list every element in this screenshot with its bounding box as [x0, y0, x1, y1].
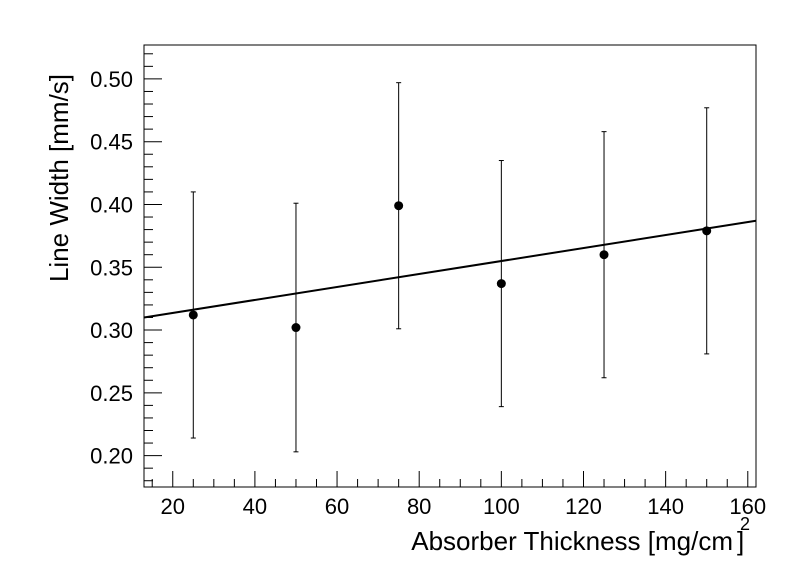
data-point: [496, 279, 506, 289]
data-point: [599, 250, 609, 260]
y-tick-label: 0.30: [90, 318, 133, 343]
x-tick-label: 20: [161, 494, 185, 519]
x-axis-title-suffix: ]: [737, 526, 744, 556]
x-tick-label: 120: [565, 494, 602, 519]
x-tick-label: 160: [729, 494, 766, 519]
x-tick-label: 140: [647, 494, 684, 519]
data-point: [188, 310, 198, 320]
y-tick-label: 0.45: [90, 130, 133, 155]
x-tick-label: 100: [483, 494, 520, 519]
data-point: [291, 323, 301, 333]
x-axis-ticks: [151, 471, 749, 487]
x-axis-tick-labels: 20 40 60 80 100 120 140 160: [161, 494, 767, 519]
y-tick-label: 0.40: [90, 192, 133, 217]
x-axis-title: Absorber Thickness [mg/cm: [411, 526, 733, 556]
x-tick-label: 40: [243, 494, 267, 519]
y-axis-ticks: [144, 53, 162, 482]
data-point: [394, 201, 404, 211]
x-tick-label: 60: [325, 494, 349, 519]
y-axis-title: Line Width [mm/s]: [44, 74, 74, 282]
y-tick-label: 0.35: [90, 255, 133, 280]
data-point: [702, 226, 712, 236]
fit-line-group: [143, 219, 757, 319]
y-tick-label: 0.50: [90, 67, 133, 92]
x-axis-title-superscript: 2: [740, 514, 750, 534]
fit-line: [143, 219, 757, 319]
y-tick-label: 0.25: [90, 381, 133, 406]
y-axis-tick-labels: 0.20 0.25 0.30 0.35 0.40 0.45 0.50: [90, 67, 133, 469]
y-tick-label: 0.20: [90, 444, 133, 469]
x-tick-label: 80: [407, 494, 431, 519]
plot-frame: [143, 44, 757, 488]
data-points-group: [188, 82, 712, 453]
